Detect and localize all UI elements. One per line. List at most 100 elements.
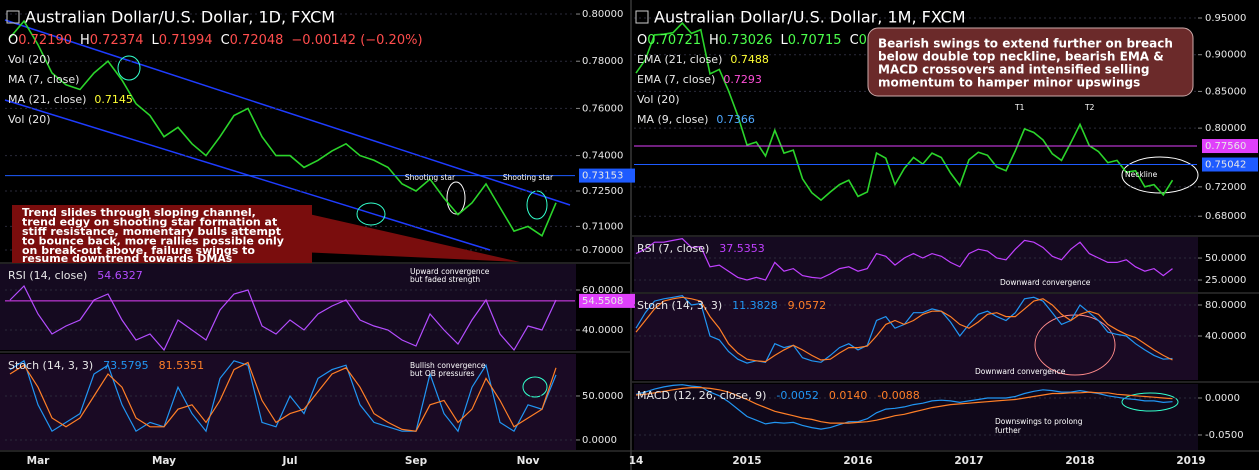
indicator-value: 0.7145 bbox=[94, 93, 133, 106]
indicator-name: Vol (20) bbox=[8, 113, 51, 126]
indicator-name: MA (9, close) bbox=[637, 113, 708, 126]
x-tick-label: May bbox=[152, 455, 176, 467]
y-tick-label: 0.95000 bbox=[1205, 13, 1246, 24]
y-tick-label: 40.0000 bbox=[1205, 331, 1246, 342]
series-line bbox=[9, 19, 557, 238]
annotation-text: but OB pressures bbox=[410, 369, 475, 378]
annotation-text: on break-out above, failure swings to bbox=[22, 244, 255, 257]
indicator-name: Vol (20) bbox=[8, 53, 51, 66]
price-tag bbox=[1202, 157, 1258, 172]
indicator-label: MA (21, close) 0.7145 bbox=[8, 93, 133, 106]
indicator-label: RSI (7, close) 37.5353 bbox=[637, 242, 765, 255]
x-tick-label: Mar bbox=[27, 455, 51, 467]
y-tick-label: 0.76000 bbox=[582, 103, 623, 114]
x-tick-label: 2017 bbox=[954, 455, 983, 467]
indicator-name: RSI (7, close) bbox=[637, 242, 709, 255]
y-tick-label: 50.0000 bbox=[1205, 253, 1246, 264]
indicator-value: 0.7293 bbox=[723, 73, 762, 86]
y-tick-label: 0.71000 bbox=[582, 221, 623, 232]
price-tag-label: 0.75042 bbox=[1205, 160, 1246, 171]
series-line bbox=[635, 21, 1174, 202]
highlight bbox=[1121, 156, 1199, 194]
price-tag bbox=[579, 293, 635, 308]
x-tick-label: 14 bbox=[629, 455, 644, 467]
x-tick-label: 2015 bbox=[732, 455, 761, 467]
indicator-name: MA (21, close) bbox=[8, 93, 86, 106]
series-line bbox=[635, 384, 1173, 430]
y-tick-label: 0.0000 bbox=[1205, 393, 1240, 404]
y-tick-label: 50.0000 bbox=[582, 391, 623, 402]
annotation-text: trend edgy on shooting star formation at bbox=[22, 216, 277, 229]
series-line bbox=[9, 284, 557, 352]
y-tick-label: 0.80000 bbox=[582, 9, 623, 20]
stoch-pane bbox=[0, 354, 576, 450]
readout-key: H bbox=[709, 33, 719, 48]
indicator-label: Stoch (14, 3, 3) 73.5795 81.5351 bbox=[8, 359, 204, 372]
annotation-arrow bbox=[300, 212, 520, 262]
indicator-value: 0.7366 bbox=[716, 113, 755, 126]
highlight bbox=[117, 55, 141, 81]
y-tick-label: 0.70000 bbox=[582, 245, 623, 256]
rsi-pane bbox=[634, 237, 1198, 292]
annotation-text: Trend slides through sloping channel, bbox=[22, 206, 256, 219]
y-tick-label: 0.80000 bbox=[1205, 123, 1246, 134]
annotation-text: Bearish swings to extend further on brea… bbox=[878, 37, 1173, 51]
series-line bbox=[635, 238, 1173, 281]
price-tag bbox=[579, 168, 635, 183]
y-tick-label: 25.0000 bbox=[1205, 275, 1246, 286]
readout-value: 0.73026 bbox=[719, 33, 773, 48]
y-tick-label: 60.0000 bbox=[582, 285, 623, 296]
annotation-box bbox=[867, 27, 1194, 97]
highlight bbox=[356, 202, 386, 226]
indicator-name: EMA (7, close) bbox=[637, 73, 715, 86]
title-icon bbox=[635, 10, 649, 24]
annotation-text: to bounce back, more rallies possible on… bbox=[22, 235, 284, 248]
readout-value: 0.72374 bbox=[90, 33, 144, 48]
readout-key: O bbox=[8, 33, 18, 48]
marker-label: Neckline bbox=[1125, 170, 1158, 179]
readout-key: L bbox=[781, 33, 789, 48]
channel-line bbox=[4, 19, 571, 206]
indicator-name: Stoch (14, 3, 3) bbox=[637, 299, 722, 312]
chart-title: Australian Dollar/U.S. Dollar, 1M, FXCM bbox=[654, 8, 966, 27]
annotation-text: stiff resistance, momentary bulls attemp… bbox=[22, 225, 281, 238]
marker-label: T2 bbox=[1084, 103, 1095, 112]
annotation-text: Bullish convergence bbox=[410, 361, 486, 370]
annotation-text: below double top neckline, bearish EMA & bbox=[878, 50, 1164, 64]
readout-key: H bbox=[80, 33, 90, 48]
price-tag-label: 54.5508 bbox=[582, 296, 623, 307]
highlight bbox=[446, 181, 466, 215]
marker-label: T1 bbox=[1014, 103, 1025, 112]
indicator-name: MA (7, close) bbox=[8, 73, 79, 86]
indicator-value: 54.6327 bbox=[97, 269, 143, 282]
indicator-value: 0.0140 bbox=[829, 389, 868, 402]
indicator-label: EMA (21, close) 0.7488 bbox=[637, 53, 769, 66]
y-tick-label: 0.72000 bbox=[1205, 182, 1246, 193]
x-tick-label: 2019 bbox=[1176, 455, 1205, 467]
annotations: Trend slides through sloping channel, tr… bbox=[12, 27, 1194, 435]
indicator-value: -0.0088 bbox=[877, 389, 919, 402]
indicator-label: Stoch (14, 3, 3) 11.3828 9.0572 bbox=[637, 299, 826, 312]
indicator-value: 0.7488 bbox=[730, 53, 769, 66]
readout-value: 0.72048 bbox=[230, 33, 284, 48]
indicator-name: EMA (21, close) bbox=[637, 53, 722, 66]
readout-value: 0.72190 bbox=[18, 33, 72, 48]
indicator-label: MA (9, close) 0.7366 bbox=[637, 113, 755, 126]
annotation-text: but faded strength bbox=[410, 275, 480, 284]
y-tick-label: 0.74000 bbox=[582, 151, 623, 162]
annotation-text: momentum to hamper minor upswings bbox=[878, 76, 1140, 90]
channel-line bbox=[4, 99, 491, 251]
indicator-label: EMA (7, close) 0.7293 bbox=[637, 73, 762, 86]
indicator-label: RSI (14, close) 54.6327 bbox=[8, 269, 143, 282]
indicator-value: 37.5353 bbox=[719, 242, 765, 255]
annotation-text: Upward convergence bbox=[410, 267, 490, 276]
ohlc-readout: O0.72190 H0.72374 L0.71994 C0.72048 −0.00142… bbox=[8, 33, 423, 48]
indicator-label: Vol (20) bbox=[8, 53, 51, 66]
y-tick-label: -0.0500 bbox=[1205, 430, 1244, 441]
rsi-pane bbox=[0, 264, 576, 350]
series-line bbox=[635, 296, 1173, 363]
indicator-value: 81.5351 bbox=[159, 359, 205, 372]
